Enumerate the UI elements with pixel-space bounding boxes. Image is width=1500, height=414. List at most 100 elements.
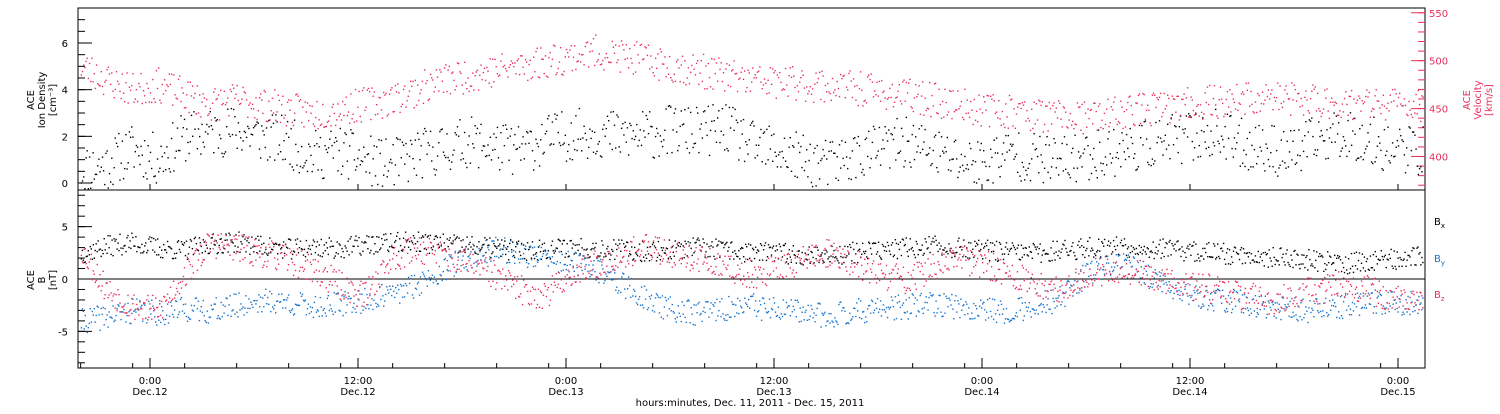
velocity-point: [484, 68, 485, 69]
by-point: [554, 263, 555, 264]
density-point: [125, 134, 126, 135]
by-point: [599, 260, 600, 261]
density-point: [381, 140, 382, 141]
bx-point: [839, 246, 840, 247]
bx-point: [835, 256, 836, 257]
by-point: [365, 308, 366, 309]
bx-point: [844, 246, 845, 247]
velocity-point: [478, 89, 479, 90]
density-point: [1192, 141, 1193, 142]
density-point: [1085, 137, 1086, 138]
by-point: [277, 301, 278, 302]
bx-point: [200, 242, 201, 243]
by-point: [476, 266, 477, 267]
by-point: [601, 265, 602, 266]
density-point: [1420, 166, 1421, 167]
density-point: [846, 156, 847, 157]
bx-point: [320, 255, 321, 256]
density-point: [1077, 168, 1078, 169]
by-point: [1130, 262, 1131, 263]
density-point: [1243, 150, 1244, 151]
density-point: [1326, 129, 1327, 130]
velocity-point: [743, 79, 744, 80]
by-point: [893, 306, 894, 307]
velocity-point: [85, 61, 86, 62]
velocity-point: [606, 53, 607, 54]
bx-point: [1399, 257, 1400, 258]
bx-point: [294, 251, 295, 252]
bx-point: [1254, 261, 1255, 262]
velocity-point: [534, 71, 535, 72]
bx-point: [179, 249, 180, 250]
velocity-point: [1064, 107, 1065, 108]
bx-point: [94, 258, 95, 259]
bx-point: [863, 251, 864, 252]
density-point: [958, 171, 959, 172]
by-point: [793, 306, 794, 307]
bx-point: [1123, 245, 1124, 246]
velocity-point: [1183, 93, 1184, 94]
by-point: [1241, 312, 1242, 313]
by-point: [1196, 290, 1197, 291]
bx-point: [1047, 253, 1048, 254]
bx-point: [523, 244, 524, 245]
velocity-point: [339, 116, 340, 117]
density-point: [607, 116, 608, 117]
bx-point: [951, 257, 952, 258]
density-point: [1010, 144, 1011, 145]
density-point: [710, 130, 711, 131]
density-point: [648, 133, 649, 134]
density-point: [1269, 166, 1270, 167]
velocity-point: [490, 58, 491, 59]
by-point: [617, 292, 618, 293]
density-point: [1099, 142, 1100, 143]
density-point: [415, 139, 416, 140]
bx-point: [927, 247, 928, 248]
by-point: [692, 314, 693, 315]
velocity-point: [793, 76, 794, 77]
by-point: [675, 318, 676, 319]
bx-point: [135, 236, 136, 237]
density-point: [1289, 151, 1290, 152]
bx-point: [789, 249, 790, 250]
bx-point: [892, 242, 893, 243]
by-point: [767, 312, 768, 313]
velocity-point: [1161, 116, 1162, 117]
density-point: [336, 141, 337, 142]
density-point: [1230, 115, 1231, 116]
density-point: [1083, 153, 1084, 154]
velocity-point: [232, 84, 233, 85]
velocity-point: [859, 88, 860, 89]
by-point: [1081, 291, 1082, 292]
bx-point: [1094, 253, 1095, 254]
bx-point: [1350, 268, 1351, 269]
velocity-point: [1037, 119, 1038, 120]
bx-point: [386, 239, 387, 240]
velocity-point: [240, 103, 241, 104]
density-point: [94, 178, 95, 179]
bx-point: [764, 245, 765, 246]
by-point: [221, 302, 222, 303]
density-point: [728, 150, 729, 151]
by-point: [299, 305, 300, 306]
bx-point: [805, 253, 806, 254]
bx-point: [126, 237, 127, 238]
density-point: [1422, 126, 1423, 127]
velocity-point: [1418, 90, 1419, 91]
density-point: [1214, 145, 1215, 146]
density-point: [868, 131, 869, 132]
velocity-point: [1312, 84, 1313, 85]
by-point: [177, 317, 178, 318]
velocity-point: [187, 81, 188, 82]
bx-point: [1288, 264, 1289, 265]
density-point: [139, 164, 140, 165]
bx-point: [1184, 252, 1185, 253]
density-point: [858, 136, 859, 137]
by-point: [438, 283, 439, 284]
by-point: [230, 316, 231, 317]
density-point: [1199, 145, 1200, 146]
density-point: [1079, 157, 1080, 158]
density-point: [900, 151, 901, 152]
bx-point: [103, 253, 104, 254]
bx-point: [432, 249, 433, 250]
